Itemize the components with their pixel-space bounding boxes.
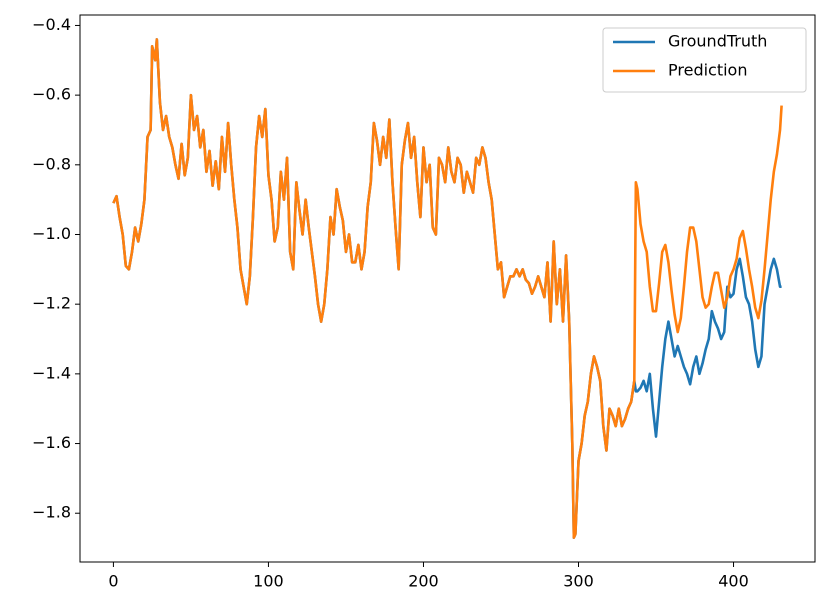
y-tick-label: −0.8 [32, 154, 71, 173]
x-tick-label: 200 [408, 572, 439, 591]
x-tick-label: 300 [563, 572, 594, 591]
legend-box [602, 27, 807, 93]
x-tick-label: 400 [718, 572, 749, 591]
y-tick-label: −1.2 [32, 294, 71, 313]
y-tick-label: −1.4 [32, 363, 71, 382]
legend-label: GroundTruth [668, 32, 767, 51]
y-tick-label: −0.6 [32, 85, 71, 104]
y-tick-label: −1.8 [32, 503, 71, 522]
legend-label: Prediction [668, 61, 747, 80]
data-line [112, 38, 783, 539]
plot-frame [79, 14, 816, 563]
y-tick-label: −1.6 [32, 433, 71, 452]
y-tick-label: −1.0 [32, 224, 71, 243]
data-line [112, 38, 782, 539]
x-tick-label: 0 [108, 572, 118, 591]
y-tick-label: −0.4 [32, 15, 71, 34]
x-tick-label: 100 [253, 572, 284, 591]
